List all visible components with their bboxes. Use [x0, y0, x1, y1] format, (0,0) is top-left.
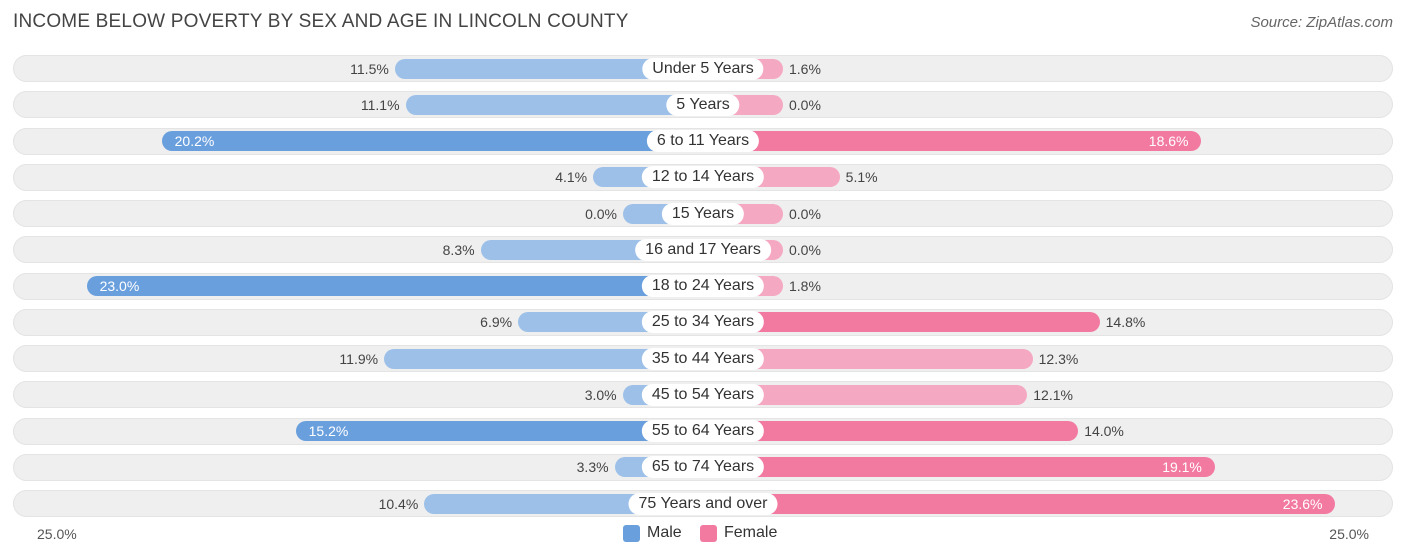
category-label: 18 to 24 Years: [641, 275, 765, 297]
female-bar: [703, 493, 1336, 514]
male-value-label: 4.1%: [555, 169, 588, 186]
legend-female-label: Female: [724, 524, 778, 541]
category-label: Under 5 Years: [642, 57, 764, 80]
female-value-label: 0.0%: [789, 96, 821, 113]
category-label: 75 Years and over: [628, 492, 778, 515]
female-value-label: 23.6%: [1282, 495, 1323, 512]
category-label: 5 Years: [666, 93, 740, 116]
male-value-label: 3.0%: [584, 386, 617, 403]
female-value-label: 1.6%: [789, 60, 821, 77]
male-bar: [405, 94, 703, 115]
male-value-label: 10.4%: [378, 495, 419, 512]
female-bar: [703, 457, 1215, 478]
category-label: 6 to 11 Years: [646, 130, 760, 152]
legend-female-swatch: [700, 524, 717, 542]
female-value-label: 12.3%: [1038, 350, 1079, 367]
female-bar: [703, 348, 1033, 369]
axis-right-label: 25.0%: [1329, 526, 1369, 542]
female-bar: [703, 312, 1100, 333]
female-value-label: 19.1%: [1162, 459, 1202, 476]
female-value-label: 5.1%: [845, 169, 878, 186]
source-label: Source: ZipAtlas.com: [1250, 14, 1393, 31]
female-value-label: 12.1%: [1033, 386, 1073, 403]
male-bar: [161, 131, 703, 151]
female-value-label: 18.6%: [1148, 133, 1189, 149]
female-bar: [703, 421, 1079, 441]
female-value-label: 1.8%: [789, 278, 821, 294]
chart-title: INCOME BELOW POVERTY BY SEX AND AGE IN L…: [13, 11, 629, 32]
male-value-label: 11.9%: [339, 350, 379, 367]
legend-male-swatch: [623, 524, 640, 542]
male-value-label: 20.2%: [174, 133, 215, 149]
legend-male: Male: [623, 524, 682, 542]
female-bar: [703, 131, 1202, 151]
category-label: 55 to 64 Years: [641, 420, 765, 442]
female-value-label: 14.8%: [1105, 314, 1146, 331]
female-value-label: 14.0%: [1084, 423, 1124, 439]
axis-left-label: 25.0%: [37, 526, 77, 542]
legend-male-label: Male: [647, 524, 682, 541]
male-bar: [86, 276, 703, 296]
male-bar: [394, 58, 703, 79]
category-label: 25 to 34 Years: [641, 311, 765, 334]
male-bar: [295, 421, 703, 441]
category-label: 12 to 14 Years: [641, 166, 765, 189]
legend-female: Female: [700, 524, 777, 542]
category-label: 35 to 44 Years: [641, 347, 765, 370]
male-bar: [384, 348, 703, 369]
male-value-label: 11.1%: [360, 96, 400, 113]
category-label: 16 and 17 Years: [635, 238, 771, 261]
category-label: 45 to 54 Years: [641, 383, 765, 406]
category-label: 65 to 74 Years: [641, 456, 765, 479]
female-bar: [703, 384, 1028, 405]
male-value-label: 0.0%: [585, 205, 617, 222]
male-value-label: 23.0%: [99, 278, 140, 294]
male-value-label: 3.3%: [576, 459, 609, 476]
male-value-label: 15.2%: [308, 423, 349, 439]
male-value-label: 11.5%: [350, 60, 389, 77]
male-value-label: 6.9%: [480, 314, 513, 331]
female-value-label: 0.0%: [789, 241, 821, 258]
male-value-label: 8.3%: [442, 241, 475, 258]
female-value-label: 0.0%: [789, 205, 821, 222]
category-label: 15 Years: [661, 202, 745, 225]
